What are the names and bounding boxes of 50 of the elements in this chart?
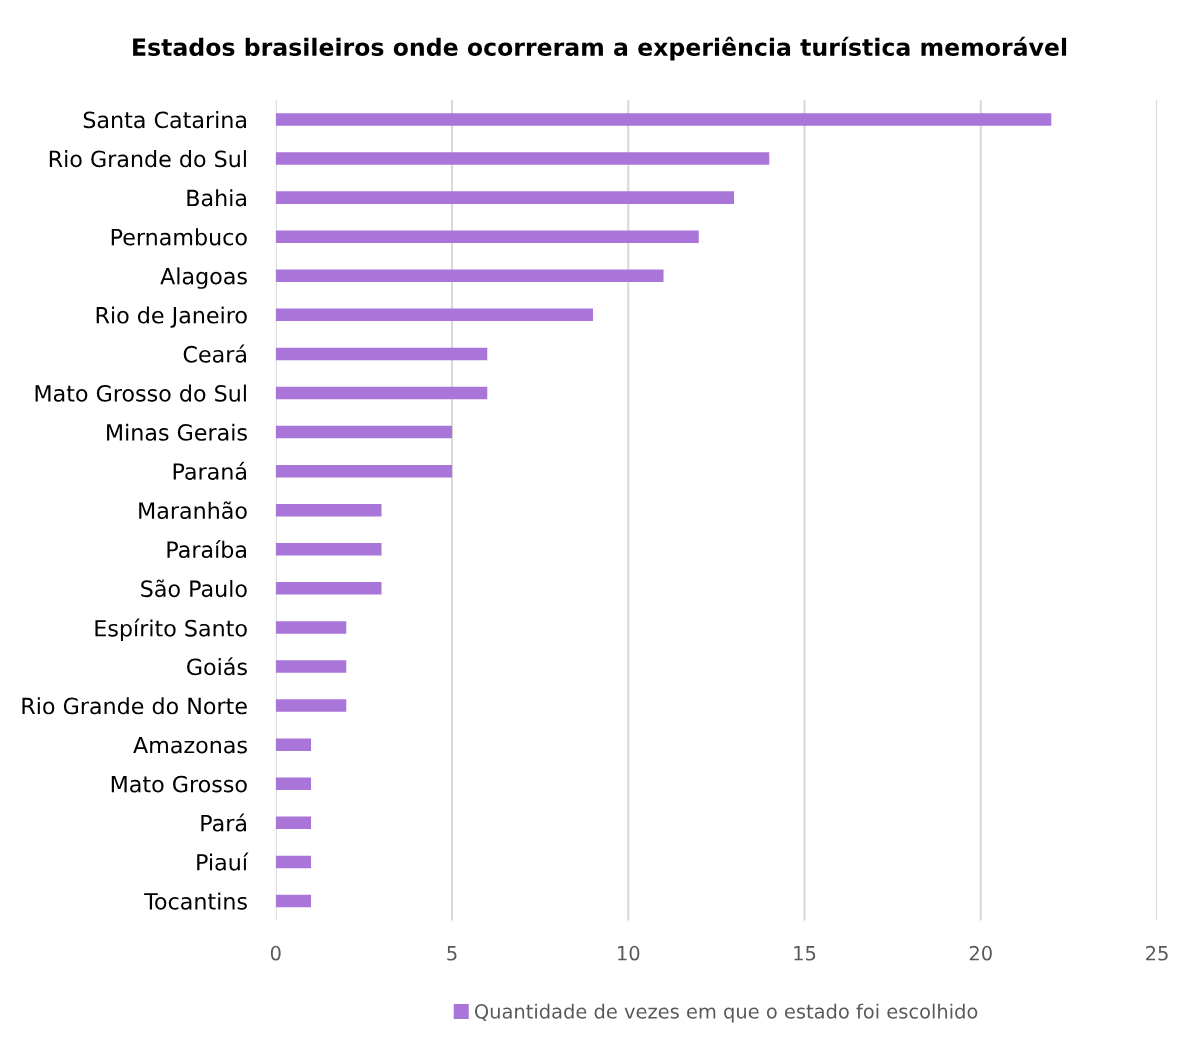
- bar: [275, 855, 312, 869]
- y-tick-label: Piauí: [197, 852, 249, 871]
- y-tick-label: Espírito Santo: [95, 618, 247, 641]
- y-tick-label: Mato Grosso do Sul: [35, 384, 246, 402]
- y-tick-label: Ceará: [183, 344, 246, 363]
- bar: [275, 582, 382, 595]
- chart-title: Estados brasileiros onde ocorreram a experiência turística memorável: [133, 36, 1067, 61]
- y-tick-label: Rio Grande do Sul: [49, 150, 246, 168]
- bar: [275, 543, 382, 556]
- x-tick-label: 10: [618, 945, 640, 961]
- y-tick-label: Rio de Janeiro: [96, 306, 247, 328]
- y-tick-label: Paraná: [173, 461, 246, 480]
- y-tick-label: Amazonas: [133, 736, 247, 754]
- y-tick-label: Maranhão: [139, 501, 247, 519]
- x-tick-label: 5: [447, 946, 457, 961]
- y-tick-label: Paraíba: [167, 539, 246, 559]
- bar: [275, 816, 312, 830]
- y-tick-label: Rio Grande do Norte: [22, 697, 247, 715]
- y-tick-label: Tocantins: [144, 892, 247, 910]
- bar: [275, 152, 770, 165]
- y-tick-label: Minas Gerais: [107, 423, 247, 441]
- legend-label: Quantidade de vezes em que o estado foi escolhido: [474, 1003, 978, 1023]
- y-tick-label: Mato Grosso: [111, 775, 247, 793]
- y-tick-label: Pará: [201, 813, 246, 832]
- y-tick-label: Bahia: [187, 189, 246, 207]
- bar: [275, 269, 664, 283]
- bar: [275, 425, 453, 439]
- x-tick-label: 15: [794, 946, 816, 961]
- x-tick-label: 25: [1146, 945, 1168, 961]
- y-tick-label: Santa Catarina: [83, 111, 246, 129]
- bar: [275, 230, 699, 243]
- y-tick-label: Goiás: [187, 657, 247, 676]
- bar: [275, 894, 312, 908]
- bar: [275, 191, 735, 204]
- bar: [275, 386, 488, 400]
- bar: [275, 777, 312, 790]
- x-tick-label: 0: [270, 945, 281, 961]
- x-tick-label: 20: [969, 945, 992, 961]
- bar: [275, 699, 347, 712]
- bar: [275, 621, 347, 634]
- y-tick-label: Pernambuco: [111, 228, 247, 246]
- bar: [275, 113, 1052, 126]
- bar: [275, 464, 453, 478]
- y-tick-label: Alagoas: [160, 267, 247, 289]
- y-tick-label: São Paulo: [141, 579, 247, 598]
- bar: [275, 503, 382, 517]
- bar: [275, 738, 312, 751]
- bar: [275, 347, 488, 361]
- bar: [275, 308, 594, 322]
- bar: [275, 660, 347, 673]
